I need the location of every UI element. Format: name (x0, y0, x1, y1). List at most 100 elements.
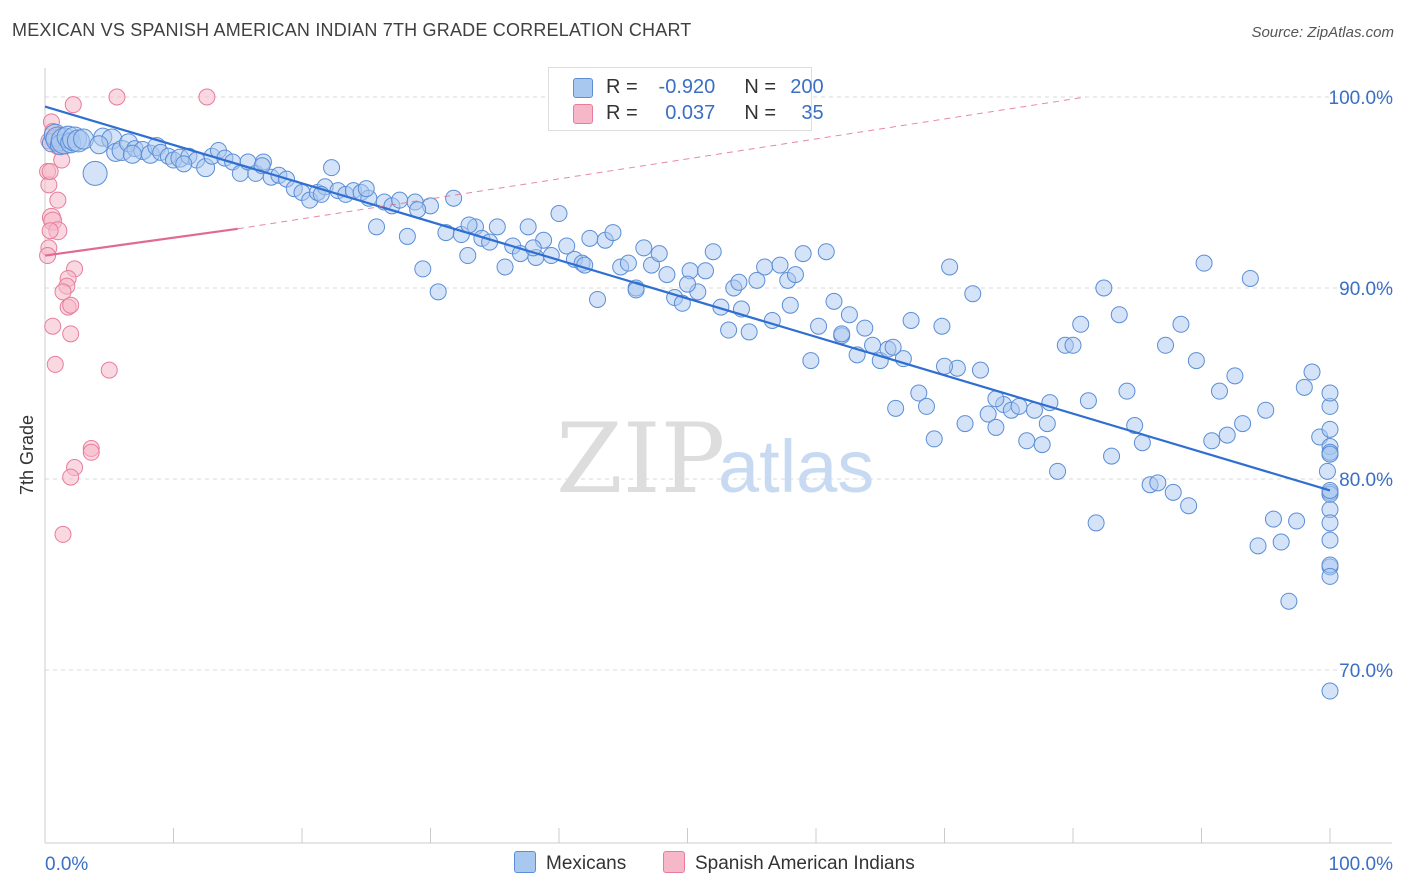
mexican-point (1072, 315, 1090, 333)
spanish-point (49, 191, 67, 209)
mexican-point (1226, 367, 1244, 385)
n-value: 200 (790, 76, 824, 98)
mexican-point (391, 191, 409, 209)
mexican-point (1321, 567, 1339, 585)
mexican-point (1321, 445, 1339, 463)
mexican-point (496, 258, 514, 276)
mexicans-legend-swatch (514, 851, 536, 873)
mexican-point (604, 224, 622, 242)
mexican-point (864, 336, 882, 354)
mexicans-swatch (573, 78, 593, 98)
mexican-point (635, 239, 653, 257)
mexican-point (1087, 514, 1105, 532)
x-tick-label: 100.0% (1329, 854, 1394, 875)
y-tick-label: 100.0% (1329, 88, 1394, 109)
mexican-point (589, 290, 607, 308)
mexican-point (1203, 432, 1221, 450)
mexican-point (936, 357, 953, 375)
mexican-point (756, 258, 774, 276)
mexican-point (1249, 537, 1267, 555)
mexican-point (910, 384, 928, 402)
mexican-point (1303, 363, 1321, 381)
mexican-point (1038, 415, 1056, 433)
mexican-point (1180, 497, 1198, 515)
trend-lines (44, 96, 1331, 492)
mexican-points (41, 123, 1339, 700)
spanish-point (54, 283, 72, 301)
correlation-legend: R = -0.920 N = 200 R = 0.037 N = 35 (548, 67, 824, 131)
mexican-point (825, 292, 843, 310)
mexican-point (429, 283, 447, 301)
spanish-swatch (573, 104, 593, 124)
mexican-point (884, 338, 902, 356)
mexican-point (1321, 682, 1339, 700)
mexican-point (964, 285, 982, 303)
mexican-point (1157, 336, 1175, 354)
mexican-point (89, 135, 109, 155)
mexican-point (445, 189, 463, 207)
spanish-point (108, 88, 126, 106)
mexican-point (175, 155, 193, 173)
spanish-point (54, 525, 72, 543)
mexican-point (368, 218, 386, 236)
r-value: 0.037 (665, 102, 716, 124)
mexican-point (1149, 474, 1167, 492)
mexican-point (679, 275, 696, 293)
spanish-point (41, 162, 59, 180)
mexican-point (122, 144, 142, 164)
mexican-point (1079, 392, 1097, 410)
mexican-point (925, 430, 943, 448)
n-label: N = (744, 102, 777, 124)
watermark-atlas: atlas (718, 425, 874, 508)
y-tick-label: 70.0% (1339, 661, 1393, 682)
mexican-point (810, 317, 828, 335)
spanish-legend-label: Spanish American Indians (695, 853, 915, 874)
mexican-point (1321, 531, 1339, 549)
mexican-point (459, 247, 477, 265)
mexican-point (802, 352, 820, 370)
mexican-point (550, 205, 568, 223)
mexican-point (1010, 397, 1028, 415)
mexican-point (1064, 336, 1082, 354)
mexican-point (771, 256, 789, 274)
mexican-point (1264, 510, 1282, 528)
mexican-point (786, 266, 804, 284)
mexican-point (933, 317, 951, 335)
source-label: Source: ZipAtlas.com (1251, 24, 1394, 41)
spanish-point (41, 222, 59, 240)
mexican-point (781, 296, 799, 314)
mexican-point (1210, 382, 1228, 400)
gridlines: 100.0% 90.0% 80.0% 70.0% (45, 88, 1393, 682)
mexican-point (658, 266, 676, 284)
mexican-point (941, 258, 959, 276)
mexican-point (1321, 514, 1339, 532)
axes: 0.0% 100.0% (44, 68, 1394, 875)
mexican-point (1257, 401, 1275, 419)
mexican-point (323, 159, 341, 177)
n-label: N = (744, 76, 777, 98)
mexican-point (650, 245, 668, 263)
mexican-point (1280, 592, 1298, 610)
chart-title: MEXICAN VS SPANISH AMERICAN INDIAN 7TH G… (12, 20, 692, 40)
mexican-point (833, 325, 851, 343)
mexican-point (357, 180, 375, 198)
mexican-point (581, 229, 599, 247)
mexican-point (704, 243, 722, 261)
y-tick-label: 80.0% (1339, 470, 1393, 491)
bottom-legend-mexicans: Mexicans (514, 851, 626, 877)
r-value: -0.920 (658, 76, 716, 98)
spanish-point (82, 443, 100, 461)
mexican-point (794, 245, 812, 263)
mexican-point (1049, 462, 1067, 480)
mexican-point (558, 237, 576, 255)
mexican-point (1241, 269, 1259, 287)
mexican-point (1295, 378, 1313, 396)
mexican-point (519, 218, 537, 236)
n-value: 35 (801, 102, 824, 124)
mexican-point (1234, 415, 1252, 433)
mexican-point (1033, 436, 1051, 454)
mexican-point (1103, 447, 1121, 465)
spanish-point (62, 325, 80, 343)
mexican-point (1318, 462, 1336, 480)
